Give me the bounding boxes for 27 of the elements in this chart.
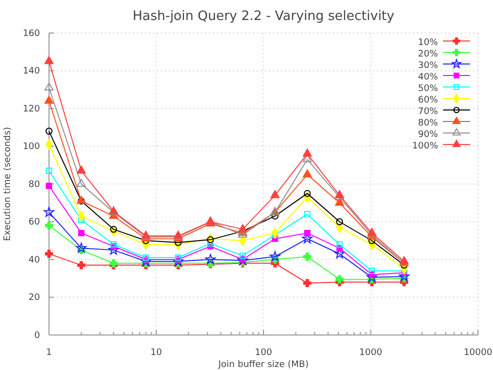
x-tick-label: 1: [46, 348, 52, 358]
x-tick-label: 1000: [359, 348, 382, 358]
y-tick-label: 100: [22, 142, 40, 152]
y-tick-label: 140: [22, 66, 40, 77]
legend-label: 10%: [418, 38, 438, 48]
legend-label: 60%: [418, 96, 438, 106]
y-tick-label: 120: [22, 104, 40, 114]
x-tick-label: 10: [150, 348, 162, 358]
y-tick-label: 40: [28, 255, 40, 266]
legend-label: 100%: [412, 142, 438, 152]
legend-label: 50%: [418, 84, 438, 94]
y-tick-label: 0: [34, 330, 40, 341]
x-tick-label: 100: [254, 348, 272, 358]
x-tick-label: 10000: [464, 348, 493, 358]
x-axis-title: Join buffer size (MB): [217, 360, 309, 370]
y-tick-label: 20: [28, 293, 40, 304]
chart-title: Hash-join Query 2.2 - Varying selectivity: [132, 9, 395, 24]
y-tick-label: 60: [28, 218, 40, 228]
legend-label: 90%: [418, 130, 438, 140]
legend-label: 70%: [418, 107, 438, 117]
legend-label: 20%: [418, 50, 438, 60]
y-tick-label: 160: [22, 28, 40, 39]
legend-label: 80%: [418, 118, 438, 128]
legend-label: 30%: [418, 61, 438, 71]
legend-label: 40%: [418, 72, 438, 82]
y-tick-label: 80: [28, 180, 40, 190]
y-axis-title: Execution time (seconds): [3, 126, 13, 242]
